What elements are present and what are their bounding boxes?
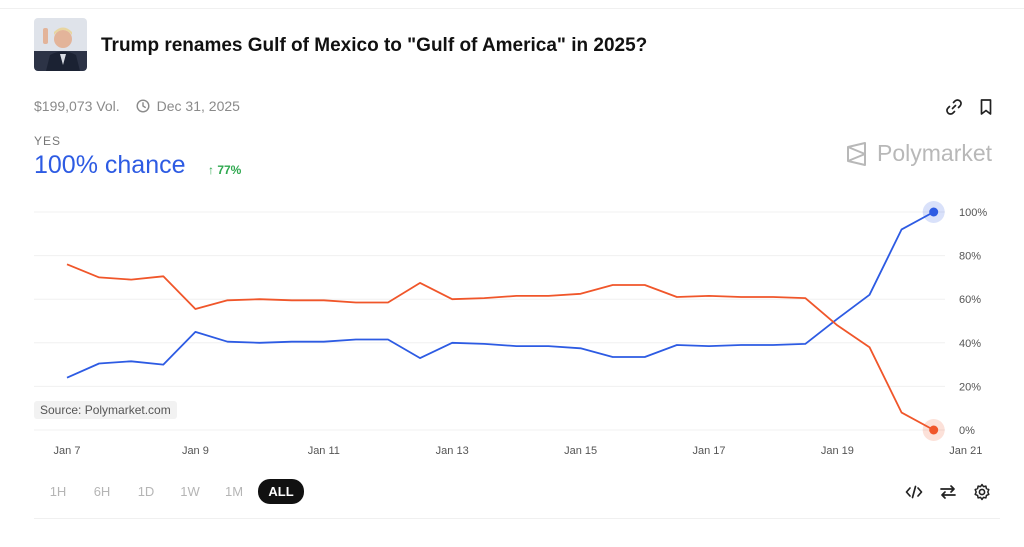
x-tick-label: Jan 15 [564, 445, 597, 457]
bookmark-icon[interactable] [976, 97, 996, 117]
y-tick-label: 0% [959, 425, 975, 437]
clock-icon [136, 99, 150, 113]
link-icon[interactable] [944, 97, 964, 117]
embed-code-icon[interactable] [904, 482, 924, 502]
y-tick-label: 80% [959, 251, 981, 263]
range-button-1w[interactable]: 1W [180, 484, 200, 499]
polymarket-logo: Polymarket [845, 140, 992, 167]
endpoint-dot [929, 207, 939, 217]
x-tick-label: Jan 11 [308, 445, 340, 457]
gear-icon[interactable] [972, 482, 992, 502]
y-tick-label: 40% [959, 338, 981, 350]
x-tick-label: Jan 21 [949, 445, 982, 457]
range-button-1h[interactable]: 1H [49, 484, 67, 499]
y-tick-label: 100% [959, 207, 987, 219]
polymarket-logo-icon [847, 141, 866, 166]
range-button-6h[interactable]: 6H [93, 484, 111, 499]
chance-value: 100% chance [34, 151, 186, 179]
brand-name: Polymarket [877, 140, 993, 166]
x-tick-label: Jan 7 [54, 445, 81, 457]
time-range-selector: 1H 6H 1D 1W 1M ALL [36, 479, 304, 504]
x-tick-label: Jan 19 [821, 445, 854, 457]
y-tick-label: 60% [959, 294, 981, 306]
series-line-no [66, 263, 935, 431]
volume-text: $199,073 Vol. [34, 98, 120, 114]
series-line-yes [66, 211, 935, 379]
outcome-label: YES [34, 134, 62, 148]
x-tick-label: Jan 9 [182, 445, 209, 457]
x-tick-label: Jan 17 [692, 445, 725, 457]
endpoint-dot [929, 425, 939, 435]
source-label: Source: Polymarket.com [34, 401, 177, 419]
range-button-all[interactable]: ALL [258, 479, 304, 504]
market-thumbnail [34, 18, 87, 71]
top-divider [0, 8, 1024, 9]
market-meta: $199,073 Vol. Dec 31, 2025 [34, 98, 240, 114]
range-button-1m[interactable]: 1M [224, 484, 244, 499]
x-tick-label: Jan 13 [436, 445, 469, 457]
range-button-1d[interactable]: 1D [137, 484, 155, 499]
price-chart: 100% 80% 60% 40% 20% 0% Jan 7 Jan 9 Jan 11 Jan 1… [34, 201, 987, 457]
swap-icon[interactable] [938, 482, 958, 502]
change-indicator: ↑ 77% [208, 163, 242, 177]
market-title: Trump renames Gulf of Mexico to "Gulf of… [101, 35, 648, 56]
bottom-divider [34, 518, 1000, 519]
y-tick-label: 20% [959, 381, 981, 393]
end-date-text: Dec 31, 2025 [156, 98, 240, 114]
